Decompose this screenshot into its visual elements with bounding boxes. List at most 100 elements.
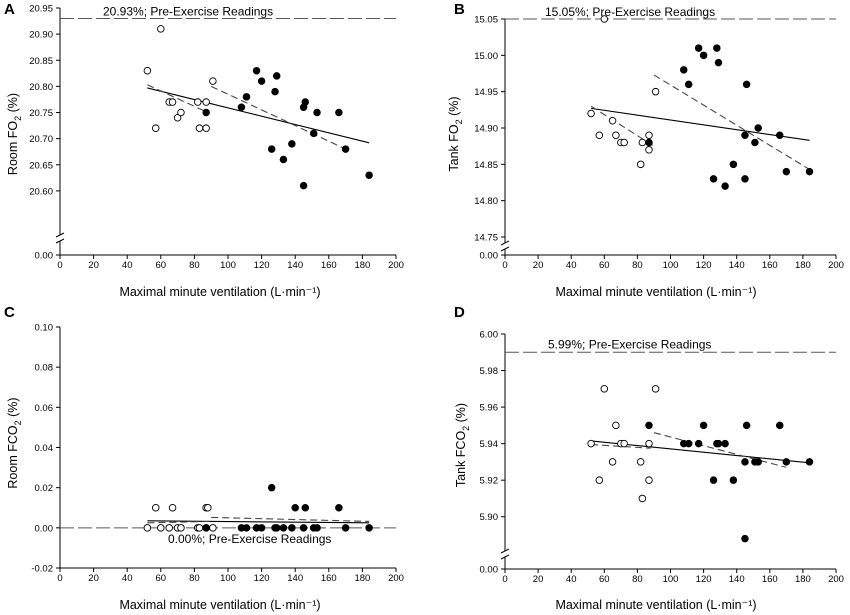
regression-line-group-d [653, 432, 787, 468]
y-axis-title-d: Tank FCO2 (%) [454, 403, 471, 487]
point-filled-a [252, 66, 261, 75]
x-tick-label-a: 100 [220, 260, 236, 271]
panel-letter-a: A [4, 1, 15, 18]
y-tick-label-a: 20.80 [29, 82, 53, 93]
x-tick-label-d: 100 [663, 574, 679, 585]
regression-line-group-b [653, 74, 810, 170]
regression-line-overall-c [147, 520, 370, 524]
y-tick-label-a: 20.65 [29, 160, 53, 171]
y-tick-label-c: 0.04 [35, 443, 54, 454]
panel-a: A Maximal minute ventilation (L·min⁻¹) R… [4, 1, 404, 299]
y-tick-label-b: 14.95 [474, 87, 498, 98]
y-tick-label-d: 5.98 [480, 366, 499, 377]
x-tick-label-d: 80 [632, 574, 643, 585]
x-tick-label-c: 60 [156, 573, 167, 584]
x-tick-label-b: 80 [632, 260, 643, 271]
point-open-a [202, 124, 210, 132]
y-axis-title-c: Room FCO2 (%) [6, 397, 23, 488]
point-open-d [651, 385, 660, 393]
reference-label-d: 5.99%; Pre-Exercise Readings [548, 337, 711, 351]
point-filled-a [271, 87, 279, 96]
point-open-a [177, 108, 185, 117]
x-axis-title-b: Maximal minute ventilation (L·min⁻¹) [555, 285, 756, 299]
point-filled-d [694, 439, 703, 448]
regression-line-group-a [210, 85, 346, 150]
y-tick-label-a: 20.95 [29, 4, 53, 15]
y-tick-label-c: 0.06 [35, 403, 54, 414]
point-filled-a [335, 108, 343, 117]
point-filled-a [299, 181, 308, 190]
point-open-d [600, 385, 609, 393]
y-tick-label-d: 5.92 [480, 476, 499, 487]
x-tick-label-b: 200 [828, 260, 844, 271]
point-filled-d [714, 439, 723, 448]
point-filled-b [694, 44, 703, 52]
regression-line-group-c [211, 516, 370, 522]
point-filled-a [313, 108, 321, 117]
point-open-c [168, 504, 177, 512]
reference-label-b: 15.05%; Pre-Exercise Readings [545, 5, 715, 19]
point-filled-c [279, 524, 288, 532]
point-filled-a [272, 72, 281, 80]
point-filled-a [242, 93, 251, 101]
x-tick-label-a: 180 [354, 260, 370, 271]
point-filled-c [341, 524, 350, 532]
y-tick-label-b: 14.90 [474, 124, 498, 135]
point-filled-c [299, 524, 308, 532]
point-filled-b [754, 124, 762, 132]
point-open-c [195, 524, 204, 532]
y-tick-label-b: 15.00 [474, 51, 498, 62]
point-open-b [636, 160, 645, 169]
y-tick-label-d: 5.96 [480, 403, 499, 414]
point-filled-b [679, 66, 688, 74]
point-filled-d [645, 421, 653, 430]
point-open-a [194, 98, 202, 106]
x-tick-label-b: 60 [599, 260, 610, 271]
regression-line-overall-b [590, 107, 810, 141]
axis-break-mark-d [500, 548, 510, 554]
point-open-c [165, 524, 173, 532]
x-tick-label-b: 180 [795, 260, 811, 271]
point-open-d [595, 476, 604, 484]
point-filled-a [288, 140, 296, 148]
x-tick-label-b: 20 [533, 260, 544, 271]
point-filled-b [709, 175, 718, 183]
point-open-d [620, 439, 628, 448]
point-filled-c [267, 483, 276, 492]
point-filled-b [751, 138, 759, 147]
point-open-b [651, 87, 660, 96]
x-tick-label-c: 40 [122, 573, 133, 584]
x-tick-label-d: 140 [729, 574, 745, 585]
y-tick-label-a: 20.85 [29, 56, 53, 67]
point-filled-b [699, 51, 708, 60]
point-filled-c [291, 504, 299, 512]
y-axis-title-a: Room FO2 (%) [6, 93, 23, 175]
point-filled-d [721, 439, 729, 448]
point-filled-d [742, 421, 751, 430]
x-tick-label-b: 100 [663, 260, 679, 271]
point-filled-d [741, 458, 749, 466]
x-tick-label-d: 0 [502, 574, 507, 585]
point-open-b [645, 131, 653, 140]
y-tick-label-d: 5.94 [480, 439, 499, 450]
point-open-b [587, 109, 595, 118]
x-tick-label-d: 200 [828, 574, 844, 585]
x-tick-label-c: 160 [321, 573, 337, 584]
x-tick-label-d: 160 [762, 574, 778, 585]
x-tick-label-d: 20 [533, 574, 544, 585]
point-filled-a [301, 98, 310, 106]
x-tick-label-b: 0 [502, 260, 507, 271]
y-tick-label-zero-a: 0.00 [35, 251, 54, 262]
y-axis-title-b: Tank FO2 (%) [447, 96, 464, 171]
point-filled-d [741, 534, 749, 543]
point-open-a [173, 113, 182, 122]
point-filled-d [709, 476, 718, 484]
y-tick-label-b: 14.80 [474, 196, 498, 207]
point-filled-a [237, 103, 246, 112]
point-filled-a [341, 145, 350, 153]
point-filled-c [257, 524, 266, 532]
y-tick-label-d: 6.00 [480, 330, 499, 341]
panel-b: B Maximal minute ventilation (L·min⁻¹) T… [447, 1, 844, 299]
point-filled-b [684, 80, 693, 89]
